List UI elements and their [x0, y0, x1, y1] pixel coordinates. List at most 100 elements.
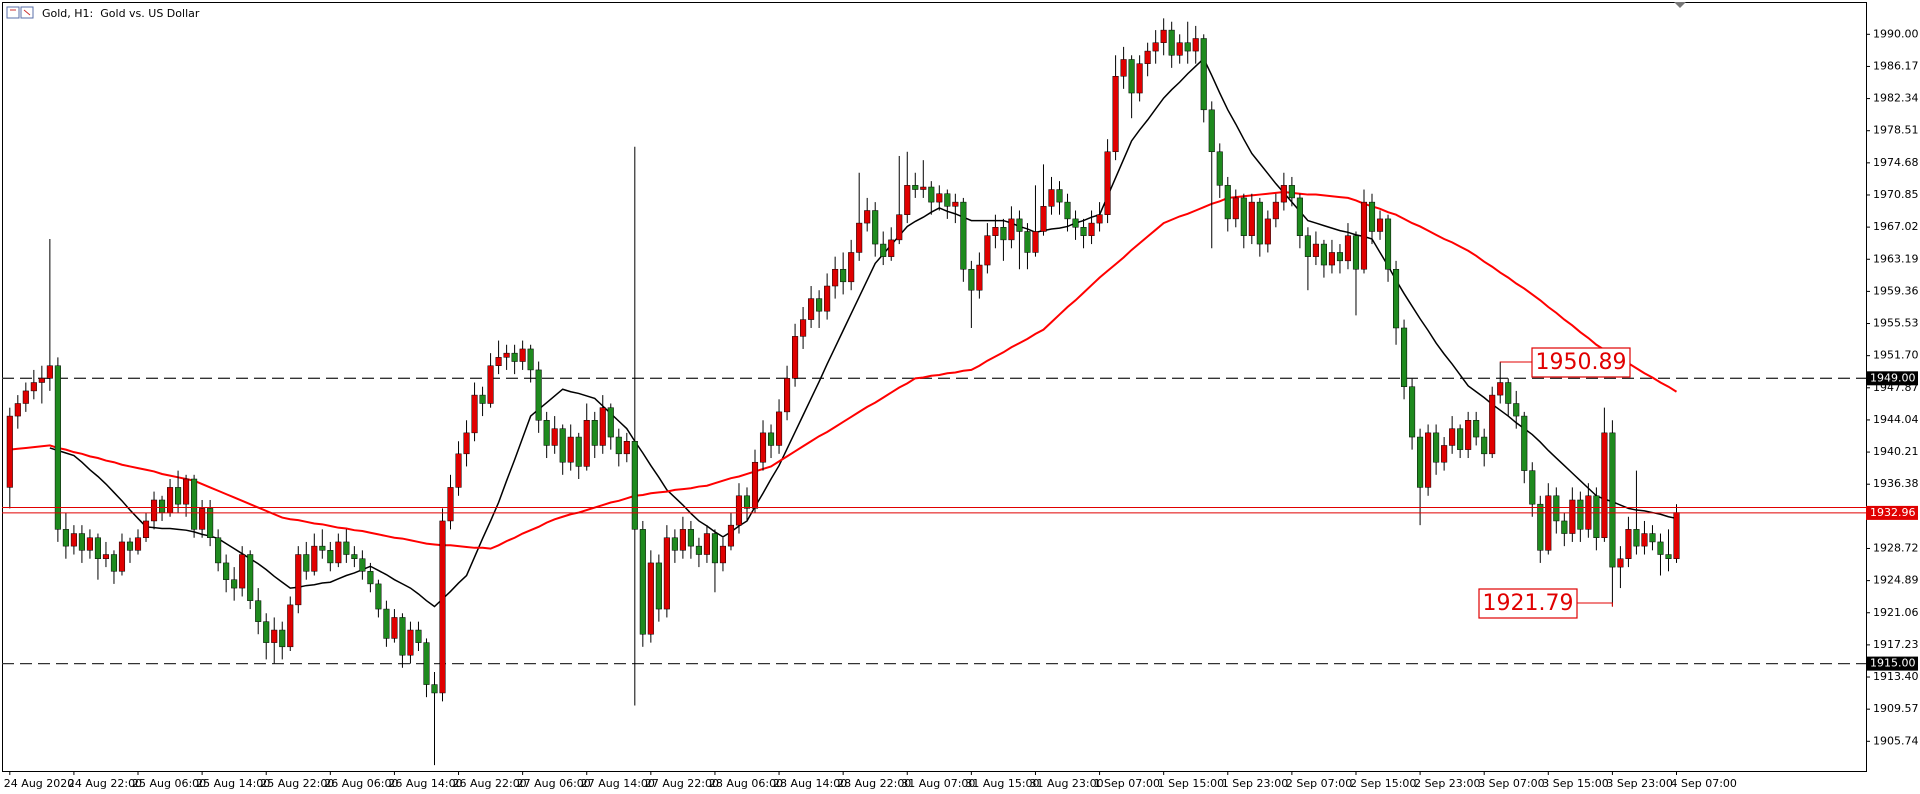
candle-body [1561, 520, 1568, 534]
candle-body [335, 541, 342, 564]
moving-average [9, 191, 1678, 550]
candle-body [880, 243, 887, 257]
candle-body [615, 436, 622, 455]
candle-body [54, 365, 61, 530]
candle-body [1032, 231, 1039, 253]
candle-body [703, 533, 710, 555]
candle-body [327, 550, 334, 564]
x-tick-label: 3 Sep 23:00 [1606, 777, 1672, 790]
candle-body [94, 537, 101, 559]
candle-body [359, 558, 366, 572]
candle-body [1649, 533, 1656, 543]
candle-body [1216, 151, 1223, 186]
candle-body [848, 252, 855, 283]
candle-body [1144, 50, 1151, 64]
candle-body [1529, 470, 1536, 505]
candle-body [38, 378, 45, 383]
candle-body [1360, 201, 1368, 270]
candle-body [663, 537, 670, 610]
candle-body [1264, 218, 1271, 245]
candle-body [759, 432, 767, 463]
candle-body [784, 378, 791, 413]
candle-body [239, 554, 246, 589]
candle-body [375, 583, 382, 610]
candle-body [567, 436, 574, 463]
candle-body [1016, 218, 1023, 232]
y-tick-label: 1959.36 [1873, 284, 1919, 297]
candle-body [1657, 541, 1664, 555]
candle-body [551, 428, 558, 446]
price-label: 1932.96 [1870, 506, 1916, 519]
candle-body [367, 571, 374, 585]
x-tick-label: 2 Sep 23:00 [1414, 777, 1480, 790]
candle-body [968, 268, 975, 291]
candle-body [872, 210, 879, 245]
candle-body [599, 407, 606, 446]
y-tick-label: 1978.51 [1873, 124, 1919, 137]
candle-body [1256, 201, 1263, 245]
candle-body [1200, 38, 1207, 111]
candle-body [1368, 201, 1376, 232]
candle-body [583, 420, 590, 467]
candle-body [655, 562, 662, 610]
candle-body [1080, 227, 1087, 236]
candle-body [687, 529, 694, 547]
candle-body [14, 403, 21, 417]
x-tick-label: 2 Sep 07:00 [1286, 777, 1352, 790]
candle-body [639, 529, 646, 635]
candle-body [191, 478, 198, 530]
candle-body [447, 487, 454, 522]
candle-body [936, 193, 943, 203]
y-tick-label: 1936.38 [1873, 477, 1919, 490]
candle-body [1545, 495, 1552, 551]
y-tick-label: 1982.34 [1873, 92, 1919, 105]
x-tick-label: 24 Aug 2020 [4, 777, 74, 790]
candle-body [343, 541, 350, 555]
x-tick-label: 26 Aug 14:00 [388, 777, 462, 790]
candle-body [679, 529, 686, 551]
candle-body [1344, 235, 1352, 262]
symbol-icon [6, 6, 34, 19]
candle-body [1352, 235, 1360, 270]
candle-body [1553, 495, 1560, 522]
y-tick-label: 1974.68 [1873, 156, 1919, 169]
candle-body [896, 214, 903, 241]
candle-body [207, 508, 214, 538]
shift-marker [1674, 2, 1686, 8]
candle-body [1048, 189, 1055, 207]
annotation: 1921.79 [1483, 591, 1574, 616]
candle-body [1392, 268, 1400, 329]
x-tick-label: 25 Aug 22:00 [260, 777, 334, 790]
candle-body [1489, 394, 1496, 455]
candle-body [1056, 189, 1063, 203]
candle-body [1304, 235, 1311, 257]
candle-body [1248, 201, 1255, 236]
plot-frame [2, 2, 1867, 772]
candle-body [695, 545, 702, 555]
x-tick-label: 28 Aug 06:00 [709, 777, 783, 790]
candle-body [231, 579, 238, 589]
y-tick-label: 1928.72 [1873, 541, 1919, 554]
candle-body [1481, 436, 1488, 455]
candle-body [960, 201, 967, 270]
y-tick-label: 1917.23 [1873, 638, 1919, 651]
candle-body [1272, 201, 1279, 220]
candle-body [6, 415, 13, 488]
candle-body [62, 529, 69, 547]
candle-body [1376, 218, 1384, 232]
annotation-connector [1577, 602, 1613, 607]
candle-body [471, 394, 478, 434]
candle-body [1457, 428, 1464, 450]
candle-body [751, 461, 759, 509]
y-tick-label: 1905.74 [1873, 734, 1919, 747]
candle-body [1240, 197, 1247, 236]
x-tick-label: 26 Aug 06:00 [324, 777, 398, 790]
x-tick-label: 3 Sep 07:00 [1478, 777, 1544, 790]
y-tick-label: 1970.85 [1873, 188, 1919, 201]
candle-body [775, 411, 783, 446]
candle-body [519, 348, 526, 362]
candle-body [495, 357, 502, 366]
